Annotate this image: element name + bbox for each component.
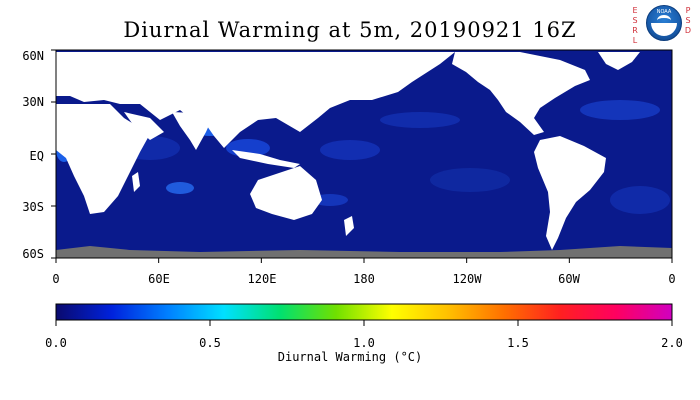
logo-letter: D: [684, 26, 692, 35]
madagascar-island: [132, 172, 140, 192]
indonesia-islands: [232, 150, 300, 168]
logo-letter: R: [632, 26, 638, 35]
new-zealand-island: [344, 216, 354, 236]
colorbar: [55, 303, 673, 321]
map-area: [56, 50, 672, 258]
lat-label-60s: 60S: [22, 247, 44, 261]
lat-label-30s: 30S: [22, 200, 44, 214]
warm-patch: [380, 112, 460, 128]
warm-patch: [320, 140, 380, 160]
japan-island: [300, 90, 314, 112]
colorbar-tick-label: 1.5: [507, 336, 529, 350]
noaa-logo-icon: NOAA: [646, 5, 682, 41]
lon-label-180: 180: [353, 272, 375, 286]
noaa-wave-shape: [651, 23, 677, 36]
colorbar-tick-label: 1.0: [353, 336, 375, 350]
logo-letter: E: [632, 6, 638, 15]
arabia-landmass: [124, 112, 164, 140]
south-america-landmass: [534, 136, 606, 250]
warm-patch: [580, 100, 660, 120]
esrl-letters: E S R L: [630, 6, 640, 46]
logo-letter: S: [632, 16, 638, 25]
lon-label-60e: 60E: [148, 272, 170, 286]
logo-letter: P: [685, 6, 691, 15]
lon-label-120e: 120E: [247, 272, 277, 286]
lat-label-30n: 30N: [22, 95, 44, 109]
india-landmass: [172, 112, 214, 150]
land-masses: [56, 52, 640, 250]
map-tick-marks: [51, 49, 673, 263]
colorbar-tick-label: 0.5: [199, 336, 221, 350]
europe-asia-landmass: [56, 52, 455, 148]
north-america-landmass: [452, 52, 590, 135]
colorbar-tick-label: 2.0: [661, 336, 683, 350]
colorbar-tick-marks: [55, 320, 673, 326]
antarctic-no-data: [56, 246, 672, 258]
lon-label-60w: 60W: [558, 272, 580, 286]
warm-patch: [166, 182, 194, 194]
colorbar-tick-label: 0.0: [45, 336, 67, 350]
noaa-badge-text: NOAA: [656, 9, 672, 15]
logo-letter: L: [632, 36, 638, 45]
logo-letter: S: [685, 16, 691, 25]
lon-label-120w: 120W: [452, 272, 482, 286]
lat-label-60n: 60N: [22, 49, 44, 63]
chart-title: Diurnal Warming at 5m, 20190921 16Z: [123, 18, 577, 42]
lon-label-0: 0: [52, 272, 60, 286]
psd-letters: P S D: [683, 6, 693, 36]
warm-patch: [610, 186, 670, 214]
africa-landmass: [56, 104, 150, 214]
noaa-bird-shape: [657, 15, 671, 26]
australia-landmass: [250, 166, 322, 220]
lat-label-eq: EQ: [29, 149, 44, 163]
colorbar-label: Diurnal Warming (°C): [277, 350, 423, 364]
greenland-landmass: [598, 52, 640, 70]
warm-patch: [430, 168, 510, 192]
lon-label-0-east: 0: [668, 272, 676, 286]
